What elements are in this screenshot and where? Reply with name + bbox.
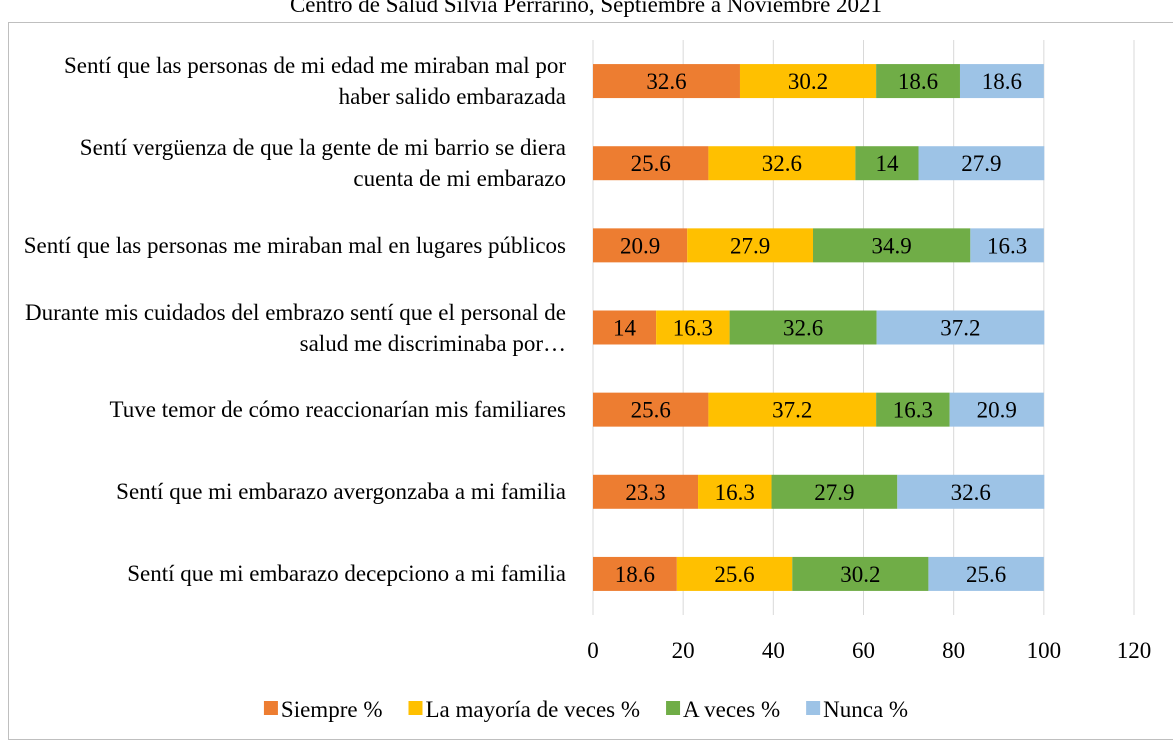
legend-label: A veces % — [683, 697, 780, 722]
data-label: 18.6 — [982, 69, 1022, 94]
x-tick-label: 20 — [672, 638, 695, 663]
data-label: 14 — [613, 316, 637, 341]
legend-label: La mayoría de veces % — [425, 697, 640, 722]
bar-segment — [593, 64, 740, 99]
bar-segment — [897, 474, 1045, 509]
bar-segment — [593, 228, 688, 263]
chart-title: Centro de Salud Silvia Perrarino, Septie… — [290, 0, 882, 17]
legend-swatch — [806, 701, 821, 715]
bar-segment — [729, 310, 877, 345]
bar-segment — [959, 64, 1044, 99]
data-label: 32.6 — [646, 69, 686, 94]
data-label: 25.6 — [714, 562, 754, 587]
legend-swatch — [666, 701, 681, 715]
bar-segment — [739, 64, 877, 99]
bar-segment — [813, 228, 971, 263]
category-label: Tuve temor de cómo reaccionarían mis fam… — [109, 397, 566, 423]
data-label: 27.9 — [961, 151, 1001, 176]
bar-segment — [876, 392, 950, 427]
category-label: Sentí que mi embarazo avergonzaba a mi f… — [116, 479, 566, 505]
bar-segment — [593, 392, 709, 427]
data-label: 14 — [875, 151, 899, 176]
bar-segment — [949, 392, 1044, 427]
data-label: 25.6 — [631, 398, 671, 423]
bar-segment — [593, 556, 677, 591]
legend-label: Nunca % — [823, 697, 908, 722]
bar-segment — [876, 310, 1045, 345]
data-label: 27.9 — [814, 480, 854, 505]
bar-segment — [656, 310, 730, 345]
data-label: 20.9 — [977, 398, 1017, 423]
category-label: Sentí que las personas me miraban mal en… — [23, 232, 566, 258]
x-tick-label: 60 — [852, 638, 875, 663]
data-label: 23.3 — [625, 480, 665, 505]
category-label: Sentí que mi embarazo decepciono a mi fa… — [127, 561, 566, 587]
data-label: 18.6 — [615, 562, 655, 587]
data-label: 25.6 — [631, 151, 671, 176]
data-label: 30.2 — [840, 562, 880, 587]
data-label: 37.2 — [772, 398, 812, 423]
bar-segment — [593, 474, 699, 509]
bar-segment — [708, 146, 856, 181]
x-tick-label: 0 — [587, 638, 599, 663]
data-label: 16.3 — [893, 398, 933, 423]
data-label: 16.3 — [715, 480, 755, 505]
legend-swatch — [408, 701, 423, 715]
x-tick-label: 40 — [762, 638, 785, 663]
data-label: 20.9 — [620, 233, 660, 258]
data-label: 32.6 — [783, 316, 823, 341]
bar-segment — [698, 474, 772, 509]
chart-frame — [8, 22, 1173, 740]
category-label: Sentí que las personas de mi edad me mir… — [63, 53, 566, 110]
bar-segment — [918, 146, 1045, 181]
data-label: 32.6 — [951, 480, 991, 505]
bar-segment — [771, 474, 898, 509]
bar-segment — [708, 392, 877, 427]
data-label: 30.2 — [788, 69, 828, 94]
x-tick-label: 80 — [942, 638, 965, 663]
data-label: 37.2 — [940, 316, 980, 341]
bar-segment — [792, 556, 929, 591]
bar-segment — [676, 556, 793, 591]
x-tick-label: 120 — [1117, 638, 1152, 663]
data-label: 25.6 — [966, 562, 1006, 587]
category-label: Sentí vergüenza de que la gente de mi ba… — [79, 135, 566, 192]
data-label: 34.9 — [872, 233, 912, 258]
data-label: 16.3 — [673, 316, 713, 341]
data-label: 32.6 — [762, 151, 802, 176]
bar-segment — [876, 64, 960, 99]
bar-segment — [593, 310, 657, 345]
x-tick-label: 100 — [1027, 638, 1062, 663]
data-label: 18.6 — [898, 69, 938, 94]
bar-segment — [593, 146, 709, 181]
bar-segment — [855, 146, 919, 181]
legend-swatch — [263, 701, 278, 715]
category-label: Durante mis cuidados del embrazo sentí q… — [25, 299, 566, 356]
bar-segment — [687, 228, 814, 263]
legend-label: Siempre % — [281, 697, 383, 722]
data-label: 16.3 — [987, 233, 1027, 258]
bar-segment — [970, 228, 1044, 263]
bar-segment — [928, 556, 1044, 591]
data-label: 27.9 — [730, 233, 770, 258]
